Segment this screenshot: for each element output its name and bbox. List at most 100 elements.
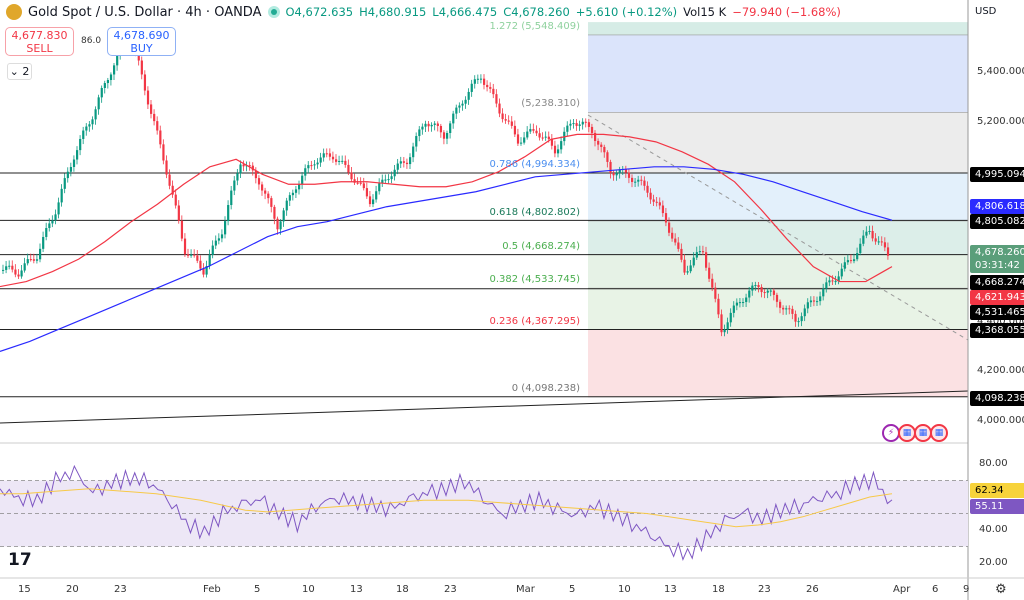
currency-label[interactable]: USD — [975, 6, 997, 17]
candle — [652, 194, 655, 207]
candle-body — [20, 270, 23, 277]
candle-body — [162, 144, 165, 161]
candle — [399, 156, 402, 169]
candle — [23, 257, 26, 273]
candle-body — [347, 164, 350, 173]
candle — [763, 289, 766, 299]
symbol-title[interactable]: Gold Spot / U.S. Dollar · 4h · OANDA — [28, 4, 262, 20]
candle-body — [449, 123, 452, 134]
candle — [816, 296, 819, 306]
symbol-header: Gold Spot / U.S. Dollar · 4h · OANDA O4,… — [6, 4, 841, 20]
indicator-count: 2 — [22, 65, 30, 78]
candle — [187, 248, 190, 259]
candle-body — [362, 183, 365, 189]
candle-body — [72, 159, 76, 167]
candle — [458, 102, 461, 113]
fib-label: 0.5 (4,668.274) — [502, 240, 580, 252]
us-flag-icon[interactable]: ▦ — [930, 424, 948, 442]
indicators-collapse-button[interactable]: ⌄ 2 — [7, 63, 32, 80]
chart-settings-icon[interactable]: ⚙ — [995, 582, 1007, 597]
candle-body — [834, 281, 837, 283]
fib-label: 1.272 (5,548.409) — [489, 20, 580, 32]
candle — [199, 255, 202, 272]
rsi-line — [0, 464, 893, 561]
candle-body — [368, 196, 372, 205]
candle — [100, 85, 103, 103]
candle-body — [298, 184, 301, 190]
candle — [837, 271, 840, 285]
candle-body — [168, 174, 171, 186]
candle — [516, 128, 520, 147]
candle-body — [520, 142, 523, 144]
candle — [217, 233, 221, 245]
candle-body — [705, 252, 708, 268]
candle — [88, 120, 91, 132]
candle — [553, 140, 557, 158]
candle-body — [766, 290, 769, 293]
candle — [29, 253, 32, 262]
candle-body — [100, 87, 103, 98]
candle-body — [748, 290, 751, 298]
candle-body — [686, 271, 689, 273]
candle — [356, 177, 359, 185]
candle-body — [378, 183, 381, 192]
candle-body — [717, 298, 720, 315]
candle-body — [32, 259, 36, 261]
candle — [63, 173, 66, 194]
sell-button[interactable]: 4,677.830 SELL — [5, 27, 74, 56]
candle-body — [177, 205, 180, 221]
candle — [319, 152, 322, 167]
candle — [97, 94, 100, 115]
candle — [637, 175, 640, 187]
candle — [720, 309, 723, 337]
time-tick: 23 — [758, 584, 771, 595]
price-tag: 4,368.055 — [970, 323, 1024, 338]
candle-body — [483, 78, 486, 85]
candle-body — [217, 238, 221, 241]
candle-body — [760, 287, 763, 293]
candle — [242, 160, 245, 172]
candle-body — [698, 251, 702, 253]
candle-body — [526, 131, 529, 138]
candle — [846, 254, 850, 265]
candle-body — [714, 287, 717, 299]
candle-body — [726, 322, 729, 330]
tradingview-logo[interactable]: 𝟭𝟳 — [8, 550, 32, 570]
candle-body — [575, 123, 578, 126]
candle — [529, 123, 532, 134]
candle-body — [264, 190, 267, 194]
candle-body — [236, 173, 239, 181]
candle-body — [825, 282, 828, 289]
candle — [510, 116, 513, 129]
buy-button[interactable]: 4,678.690 BUY — [107, 27, 176, 56]
candle-body — [79, 138, 82, 151]
candle-body — [510, 121, 513, 126]
candle — [655, 196, 658, 207]
candle-body — [248, 165, 251, 167]
candle — [264, 187, 267, 200]
time-tick: 13 — [350, 584, 363, 595]
candle — [664, 207, 668, 227]
candle-body — [335, 159, 338, 162]
candle-body — [547, 136, 550, 140]
fib-zone — [588, 254, 968, 289]
candle — [566, 121, 569, 137]
candle — [26, 253, 29, 266]
fib-zone — [588, 22, 968, 35]
ohlc-values: O4,672.635 H4,680.915 L4,666.475 C4,678.… — [286, 5, 841, 19]
candle — [467, 88, 470, 105]
candle — [560, 136, 563, 154]
candle-body — [288, 195, 291, 201]
candle-body — [350, 172, 353, 180]
candle — [572, 118, 575, 129]
candle — [853, 253, 856, 264]
candle — [285, 197, 288, 216]
candle-body — [103, 83, 106, 88]
us-flag-icon[interactable]: ▦ — [914, 424, 932, 442]
candle-body — [637, 179, 640, 182]
candle — [640, 175, 643, 186]
candle-body — [584, 121, 587, 123]
candle — [603, 144, 606, 158]
candle-body — [803, 308, 806, 317]
